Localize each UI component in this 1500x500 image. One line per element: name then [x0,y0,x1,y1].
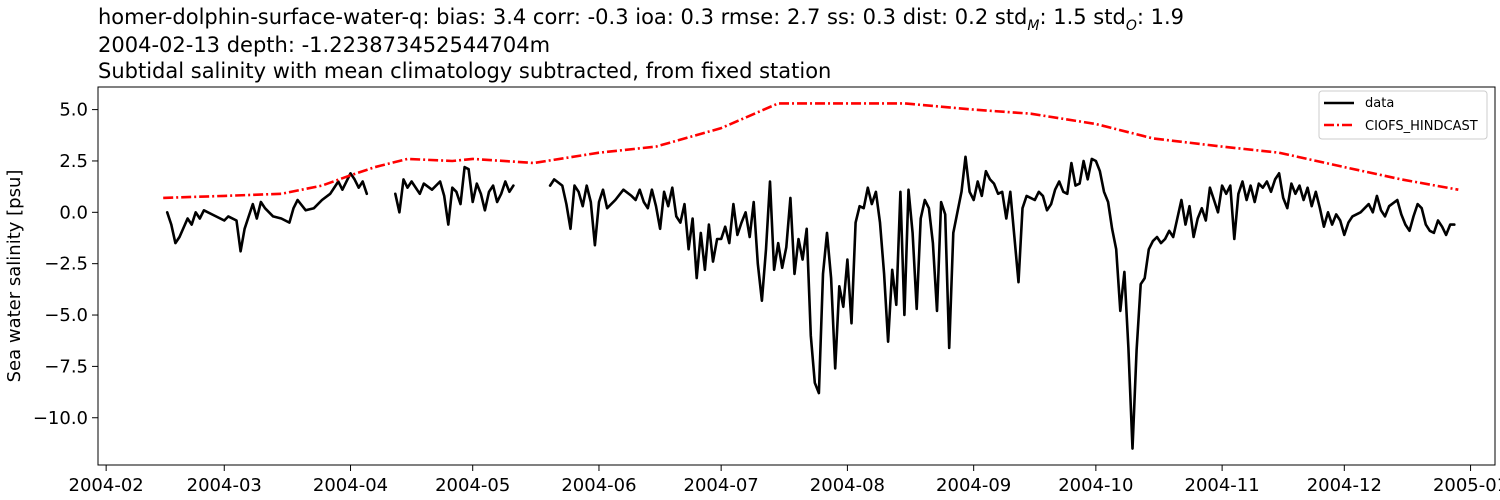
legend-box [1318,90,1488,140]
x-tick-label: 2004-11 [1185,475,1260,496]
x-tick-label: 2004-03 [187,475,262,496]
series-line-data-segment-2 [548,155,1456,450]
x-tick-label: 2004-02 [69,475,144,496]
title-prefix: homer-dolphin-surface-water-q: bias: 3.4… [98,5,1027,29]
y-tick-label: −5.0 [44,305,88,326]
y-tick-label: 0.0 [59,202,88,223]
x-tick-label: 2005-01 [1433,475,1500,496]
x-axis: 2004-02 2004-03 2004-04 2004-05 2004-06 2004-… [69,465,1500,496]
y-axis: 5.0 2.5 0.0 −2.5 −5.0 −7.5 −10.0 [33,100,98,429]
x-tick-label: 2004-10 [1058,475,1133,496]
y-tick-label: −10.0 [33,408,88,429]
series-layer [163,102,1459,450]
chart-title: homer-dolphin-surface-water-q: bias: 3.4… [98,5,1184,34]
title-std-m-val: : 1.5 std [1039,5,1125,29]
x-tick-label: 2004-08 [810,475,885,496]
legend-label-model: CIOFS_HINDCAST [1365,119,1478,134]
plot-frame [97,86,1496,466]
chart-subtitle-description: Subtidal salinity with mean climatology … [98,59,831,83]
x-tick-label: 2004-07 [684,475,759,496]
title-std-o-val: : 1.9 [1137,5,1184,29]
legend: data CIOFS_HINDCAST [1318,90,1488,140]
chart-subtitle-date-depth: 2004-02-13 depth: -1.223873452544704m [98,33,550,57]
x-tick-label: 2004-12 [1307,475,1382,496]
legend-label-data: data [1365,96,1394,111]
y-axis-label: Sea water salinity [psu] [4,170,25,383]
y-tick-label: 2.5 [59,151,88,172]
title-std-o-sub: O [1126,18,1137,34]
series-line-data-segment-1 [393,165,515,226]
x-tick-label: 2004-05 [435,475,510,496]
series-line-model-segment-0 [163,102,1459,200]
y-tick-label: 5.0 [59,100,88,121]
series-line-data-segment-0 [165,172,369,253]
y-tick-label: −2.5 [44,254,88,275]
x-tick-label: 2004-09 [936,475,1011,496]
x-tick-label: 2004-06 [561,475,636,496]
x-tick-label: 2004-04 [313,475,388,496]
y-tick-label: −7.5 [44,356,88,377]
title-std-m-sub: M [1027,18,1039,34]
